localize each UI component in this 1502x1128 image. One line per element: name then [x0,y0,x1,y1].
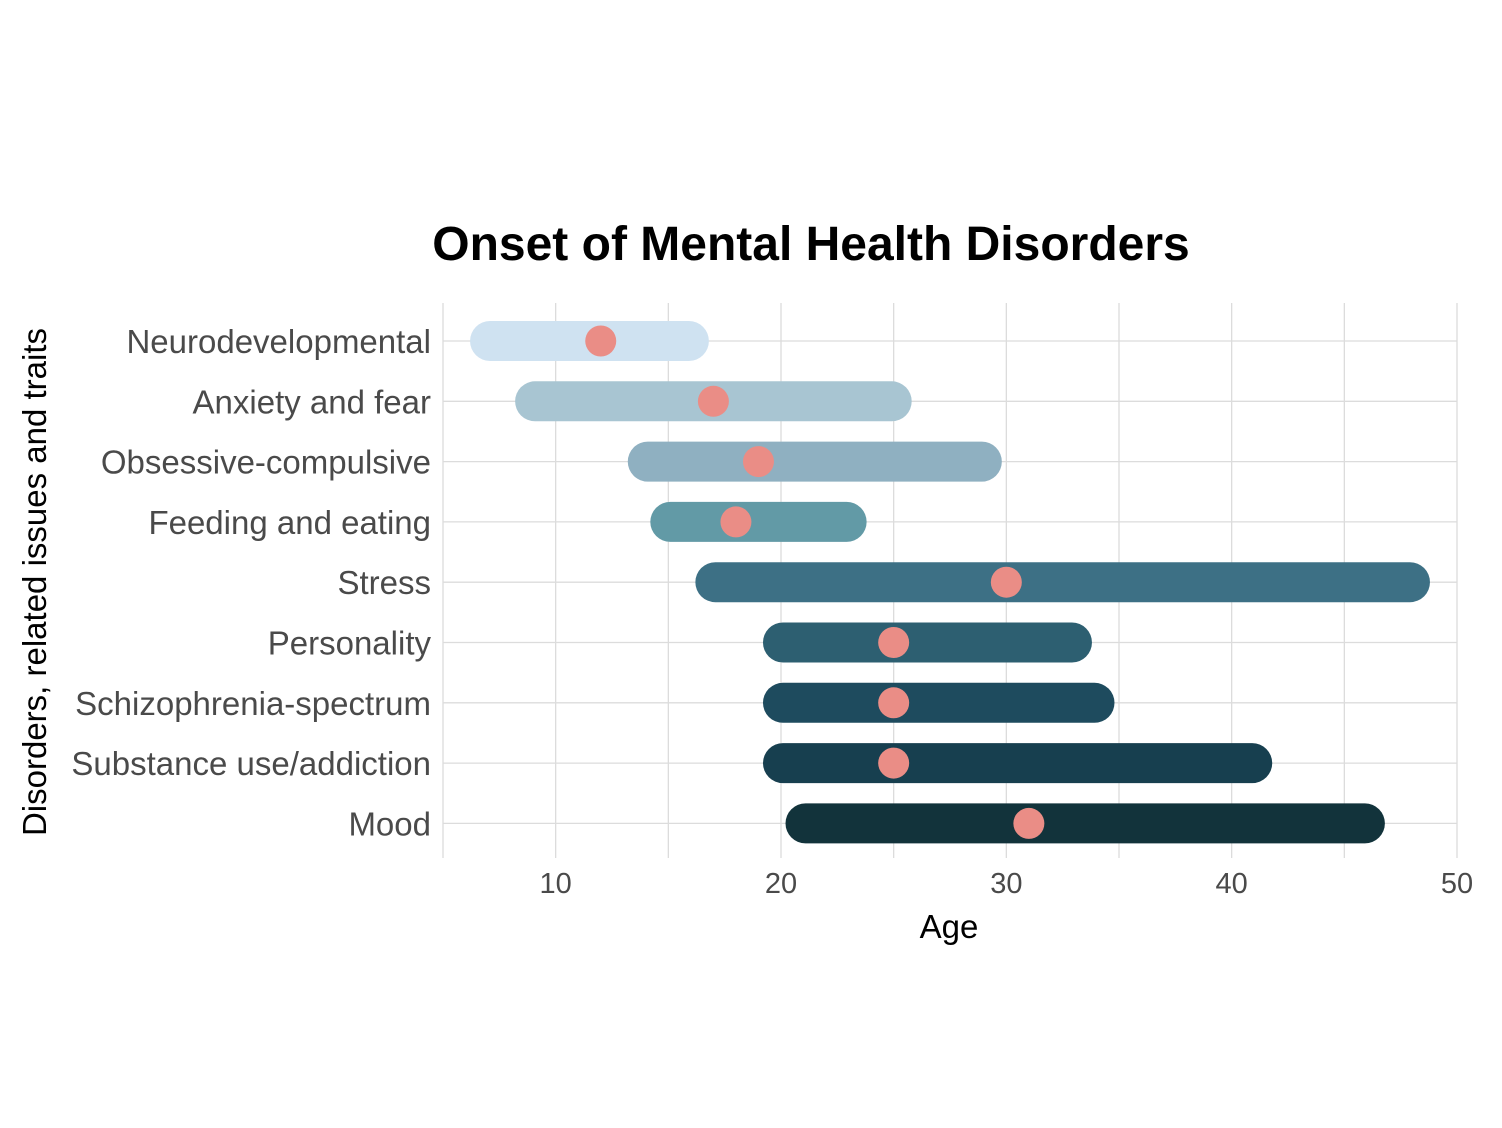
peak-dot [720,506,752,538]
category-labels: Neurodevelopmental Anxiety and fear Obsess… [71,323,431,842]
category-label: Neurodevelopmental [126,323,431,360]
category-label: Feeding and eating [148,504,431,541]
x-tick-label: 50 [1441,868,1473,900]
peak-dot [697,385,729,417]
category-label: Obsessive-compulsive [101,444,431,481]
category-label: Mood [348,805,431,842]
peak-dot [878,687,910,719]
peak-dot [585,325,617,357]
category-label: Anxiety and fear [193,383,431,420]
range-bar [785,803,1385,844]
category-label: Personality [268,625,432,662]
x-tick-label: 20 [765,868,797,900]
range-bar [762,743,1273,784]
range-bar [762,682,1115,723]
peak-dots [585,325,1045,839]
x-tick-label: 10 [540,868,572,900]
range-bar [695,562,1430,603]
x-tick-label: 30 [990,868,1022,900]
range-bars [470,321,1430,844]
range-bar [762,622,1092,663]
chart-title: Onset of Mental Health Disorders [432,218,1189,271]
range-bar [650,501,867,542]
peak-dot [878,747,910,779]
peak-dot [1013,807,1045,839]
x-tick-label: 40 [1216,868,1248,900]
x-axis-title: Age [920,908,979,945]
peak-dot [990,566,1022,598]
range-bar [627,441,1002,482]
peak-dot [878,627,910,658]
y-axis-title: Disorders, related issues and traits [16,328,53,836]
category-label: Substance use/addiction [71,745,431,782]
category-label: Schizophrenia-spectrum [75,685,431,722]
x-tick-labels: 10 20 30 40 50 [540,868,1474,900]
peak-dot [742,446,774,478]
category-label: Stress [337,564,431,601]
